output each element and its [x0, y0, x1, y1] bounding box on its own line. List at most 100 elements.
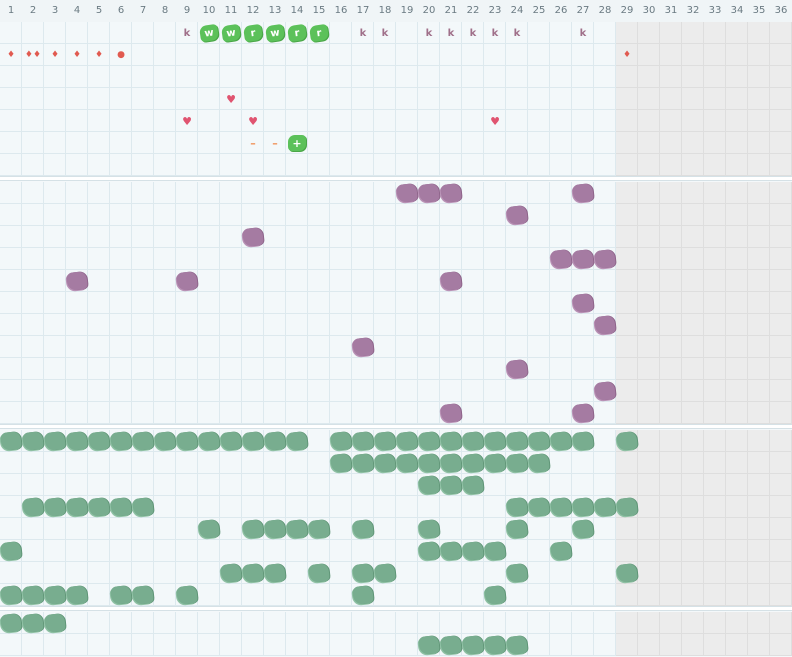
grid-cell[interactable] — [286, 314, 308, 336]
grid-cell[interactable] — [176, 612, 198, 634]
grid-cell[interactable] — [22, 380, 44, 402]
grid-cell[interactable] — [616, 292, 638, 314]
grid-cell[interactable] — [242, 292, 264, 314]
grid-cell[interactable] — [176, 474, 198, 496]
grid-cell[interactable] — [704, 88, 726, 110]
mark-drop[interactable]: ♦ — [94, 50, 104, 60]
grid-cell[interactable] — [770, 88, 792, 110]
grid-cell[interactable] — [308, 182, 330, 204]
grid-cell[interactable] — [264, 380, 286, 402]
grid-cell[interactable] — [308, 496, 330, 518]
grid-cell[interactable] — [0, 380, 22, 402]
grid-cell[interactable] — [440, 380, 462, 402]
grid-cell[interactable] — [748, 474, 770, 496]
grid-cell[interactable] — [264, 358, 286, 380]
habit-check-scribble[interactable] — [374, 430, 396, 452]
grid-cell[interactable] — [66, 612, 88, 634]
grid-cell[interactable] — [220, 540, 242, 562]
grid-cell[interactable] — [374, 66, 396, 88]
grid-cell[interactable] — [0, 336, 22, 358]
mark-heart[interactable]: ♥ — [182, 114, 192, 128]
grid-cell[interactable] — [638, 22, 660, 44]
grid-cell[interactable] — [264, 540, 286, 562]
grid-cell[interactable] — [506, 226, 528, 248]
grid-cell[interactable] — [132, 44, 154, 66]
grid-cell[interactable] — [616, 66, 638, 88]
grid-cell[interactable] — [440, 22, 462, 44]
grid-cell[interactable] — [594, 430, 616, 452]
grid-cell[interactable] — [550, 584, 572, 606]
grid-cell[interactable] — [528, 44, 550, 66]
grid-cell[interactable] — [770, 380, 792, 402]
habit-check-scribble[interactable] — [418, 182, 440, 204]
grid-cell[interactable] — [748, 248, 770, 270]
grid-cell[interactable] — [396, 22, 418, 44]
habit-check-scribble[interactable] — [572, 248, 594, 270]
habit-check-scribble[interactable] — [22, 430, 44, 452]
habit-check-scribble[interactable] — [528, 496, 550, 518]
grid-cell[interactable] — [550, 402, 572, 424]
grid-cell[interactable] — [396, 496, 418, 518]
habit-check-scribble[interactable] — [594, 380, 616, 402]
grid-cell[interactable] — [330, 248, 352, 270]
grid-cell[interactable] — [572, 634, 594, 656]
mark-dash[interactable]: – — [250, 136, 256, 150]
grid-cell[interactable] — [264, 292, 286, 314]
grid-cell[interactable] — [396, 154, 418, 176]
grid-cell[interactable] — [506, 110, 528, 132]
grid-cell[interactable] — [88, 474, 110, 496]
grid-cell[interactable] — [198, 380, 220, 402]
grid-cell[interactable] — [22, 452, 44, 474]
habit-check-scribble[interactable] — [440, 452, 462, 474]
grid-cell[interactable] — [330, 154, 352, 176]
grid-cell[interactable] — [22, 204, 44, 226]
grid-cell[interactable] — [660, 314, 682, 336]
grid-cell[interactable] — [220, 380, 242, 402]
grid-cell[interactable] — [682, 584, 704, 606]
grid-cell[interactable] — [66, 518, 88, 540]
grid-cell[interactable] — [660, 518, 682, 540]
grid-cell[interactable] — [462, 66, 484, 88]
grid-cell[interactable] — [220, 474, 242, 496]
grid-cell[interactable] — [66, 540, 88, 562]
grid-cell[interactable] — [352, 88, 374, 110]
grid-cell[interactable] — [770, 452, 792, 474]
grid-cell[interactable] — [616, 44, 638, 66]
grid-cell[interactable] — [198, 314, 220, 336]
grid-cell[interactable] — [176, 154, 198, 176]
grid-cell[interactable] — [726, 452, 748, 474]
grid-cell[interactable] — [286, 292, 308, 314]
habit-check-scribble[interactable] — [616, 562, 638, 584]
grid-cell[interactable] — [66, 562, 88, 584]
grid-cell[interactable] — [638, 292, 660, 314]
grid-cell[interactable] — [264, 110, 286, 132]
grid-cell[interactable] — [66, 380, 88, 402]
grid-cell[interactable] — [682, 336, 704, 358]
grid-cell[interactable] — [616, 634, 638, 656]
grid-cell[interactable] — [308, 540, 330, 562]
grid-cell[interactable] — [418, 66, 440, 88]
grid-cell[interactable] — [506, 292, 528, 314]
grid-cell[interactable] — [352, 314, 374, 336]
grid-cell[interactable] — [594, 154, 616, 176]
grid-cell[interactable] — [352, 248, 374, 270]
grid-cell[interactable] — [0, 248, 22, 270]
grid-cell[interactable] — [572, 44, 594, 66]
grid-cell[interactable] — [484, 314, 506, 336]
grid-cell[interactable] — [132, 154, 154, 176]
habit-check-scribble[interactable] — [66, 270, 88, 292]
mark-drop[interactable]: ♦ — [622, 50, 632, 60]
grid-cell[interactable] — [0, 634, 22, 656]
grid-cell[interactable] — [704, 540, 726, 562]
grid-cell[interactable] — [528, 584, 550, 606]
grid-cell[interactable] — [682, 474, 704, 496]
habit-check-scribble[interactable] — [132, 584, 154, 606]
grid-cell[interactable] — [682, 380, 704, 402]
grid-cell[interactable] — [616, 110, 638, 132]
habit-check-scribble[interactable] — [66, 430, 88, 452]
grid-cell[interactable] — [638, 380, 660, 402]
habit-check-scribble[interactable] — [484, 452, 506, 474]
grid-cell[interactable] — [396, 66, 418, 88]
grid-cell[interactable] — [594, 88, 616, 110]
grid-cell[interactable] — [66, 452, 88, 474]
